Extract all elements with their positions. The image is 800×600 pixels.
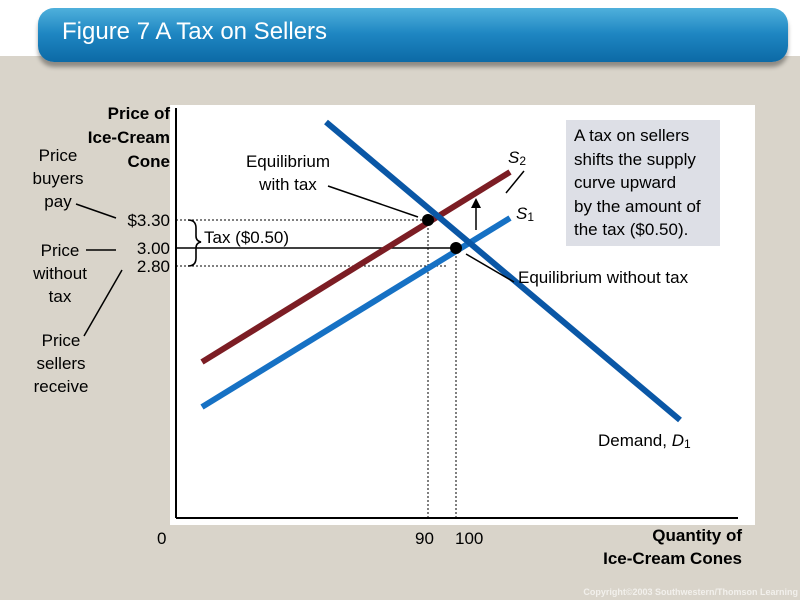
- tick-qty-90: 90: [415, 529, 434, 548]
- demand-curve-d1: [324, 119, 682, 423]
- s1-subscript: 1: [527, 210, 535, 224]
- label-price-sellers-receive: Price sellers receive: [33, 331, 89, 396]
- supply-curve-s2: [200, 169, 512, 365]
- equilibrium-without-tax-label: Equilibrium without tax: [518, 268, 689, 287]
- pointer-price-buyers: [75, 203, 117, 219]
- y-axis-label: Price of Ice-Cream Cone: [87, 104, 170, 171]
- pointer-price-sellers: [83, 269, 123, 337]
- origin-label: 0: [157, 529, 167, 548]
- tick-price-3-00: 3.00: [136, 239, 170, 258]
- tax-brace: [187, 219, 202, 267]
- tax-label: Tax ($0.50): [204, 228, 290, 247]
- explanation-box: A tax on sellers shifts the supply curve…: [566, 120, 720, 246]
- pointer-equilibrium-with-tax: [327, 185, 419, 218]
- s2-letter: S: [508, 148, 520, 167]
- demand-letter: D: [671, 431, 684, 450]
- demand-subscript: 1: [683, 437, 691, 451]
- demand-label: Demand, D1: [598, 429, 691, 456]
- equilibrium-with-tax-label: Equilibrium with tax: [245, 152, 331, 194]
- supply-s1-label: S1: [516, 202, 534, 229]
- x-axis-label: Quantity of Ice-Cream Cones: [603, 526, 742, 568]
- s2-subscript: 2: [519, 154, 527, 168]
- s1-letter: S: [516, 204, 528, 223]
- supply-s2-label: S2: [508, 146, 526, 173]
- title-bar: Figure 7 A Tax on Sellers: [38, 8, 788, 62]
- pointer-equilibrium-without-tax: [465, 253, 515, 283]
- explanation-text: A tax on sellers shifts the supply curve…: [574, 126, 701, 239]
- slide-title: Figure 7 A Tax on Sellers: [62, 18, 328, 45]
- label-price-buyers-pay: Price buyers pay: [32, 146, 84, 211]
- label-price-without-tax: Price without tax: [33, 241, 87, 306]
- shift-arrow-head: [471, 198, 481, 208]
- equilibrium-without-tax-point: [450, 242, 462, 254]
- tick-price-3-30: $3.30: [127, 211, 170, 230]
- pointer-s2: [505, 170, 525, 194]
- tick-qty-100: 100: [455, 529, 484, 548]
- demand-text: Demand,: [598, 431, 672, 450]
- tick-price-2-80: 2.80: [136, 257, 170, 276]
- equilibrium-with-tax-point: [422, 214, 434, 226]
- copyright-notice: Copyright©2003 Southwestern/Thomson Lear…: [583, 587, 798, 597]
